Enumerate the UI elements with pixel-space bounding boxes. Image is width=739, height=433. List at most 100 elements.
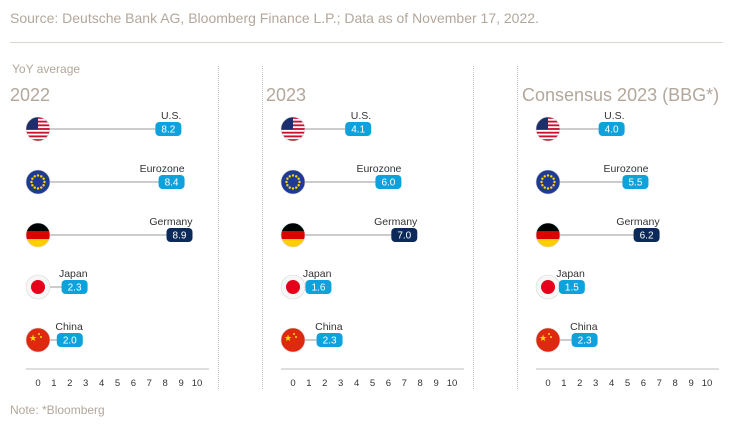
x-tick-label: 5 [625,378,630,389]
value-bubble [571,333,598,347]
x-tick-label: 1 [561,378,566,389]
category-label: China [570,321,598,333]
chart-panel-1: 0 1 2 3 4 5 6 7 8 9 10 U.S. 4.1 Eurozone 6.0 Germany 7.0… [280,110,464,389]
svg-text:★: ★ [539,334,547,344]
x-tick-label: 6 [386,378,391,389]
cn-flag-icon: ★ [281,328,305,352]
data-label: 1.5 [565,283,579,294]
value-bubble [622,175,649,189]
data-label: 8.9 [173,231,187,242]
category-label: Eurozone [603,163,648,175]
value-bubble [61,280,88,294]
row-us: U.S. 8.2 [25,110,182,142]
x-tick-label: 3 [338,378,343,389]
x-tick-label: 6 [131,378,136,389]
data-label: 4.0 [605,125,619,136]
x-tick-label: 4 [609,378,614,389]
category-label: U.S. [351,110,371,122]
data-label: 8.4 [165,178,179,189]
x-tick-label: 9 [688,378,693,389]
x-tick-label: 2 [577,378,582,389]
x-tick-label: 3 [593,378,598,389]
data-label: 2.3 [323,336,337,347]
eu-flag-icon [26,170,50,194]
x-tick-label: 8 [163,378,168,389]
svg-text:★: ★ [29,334,37,344]
de-flag-icon [536,223,560,247]
category-label: Germany [616,216,660,228]
row-eu: Eurozone 5.5 [535,163,649,195]
eu-flag-icon [536,170,560,194]
x-tick-label: 4 [354,378,359,389]
category-label: U.S. [604,110,624,122]
value-bubble [56,333,83,347]
value-bubble [558,280,585,294]
value-bubble [345,122,372,136]
category-label: Eurozone [356,163,401,175]
data-label: 2.3 [68,283,82,294]
value-bubble [155,122,182,136]
x-tick-label: 7 [657,378,662,389]
panel-separator [473,66,474,389]
eu-flag-icon [281,170,305,194]
category-label: Japan [556,268,585,280]
de-flag-icon [26,223,50,247]
x-tick-label: 7 [402,378,407,389]
x-tick-label: 3 [83,378,88,389]
chart-panel-0: 0 1 2 3 4 5 6 7 8 9 10 U.S. 8.2 Eurozone 8.4 Germany 8.9… [25,110,209,389]
row-de: Germany 7.0 [280,216,418,248]
category-label: U.S. [161,110,181,122]
x-tick-label: 8 [673,378,678,389]
value-bubble [375,175,402,189]
panel-title-2023: 2023 [266,85,307,105]
footnote: Note: *Bloomberg [10,403,105,417]
panel-separator [262,66,263,389]
us-flag-icon [536,117,560,141]
value-bubble [158,175,185,189]
de-flag-icon [281,223,305,247]
chart-panel-2: 0 1 2 3 4 5 6 7 8 9 10 U.S. 4.0 Eurozone 5.5 Germany 6.2… [535,110,719,389]
row-cn: ★ China 2.3 [535,321,598,353]
x-tick-label: 10 [192,378,203,389]
x-tick-label: 0 [545,378,550,389]
row-jp: Japan 1.6 [280,268,332,300]
data-label: 2.0 [63,336,77,347]
x-tick-label: 10 [447,378,458,389]
x-tick-label: 4 [99,378,104,389]
x-tick-label: 9 [433,378,438,389]
x-tick-label: 1 [306,378,311,389]
value-bubble [598,122,625,136]
panel-separator [517,66,518,389]
row-us: U.S. 4.1 [280,110,372,142]
row-eu: Eurozone 6.0 [280,163,402,195]
row-cn: ★ China 2.3 [280,321,343,353]
svg-text:★: ★ [284,334,292,344]
data-label: 7.0 [397,231,411,242]
row-de: Germany 8.9 [25,216,193,248]
source-text: Source: Deutsche Bank AG, Bloomberg Fina… [10,10,539,26]
x-tick-label: 8 [418,378,423,389]
cn-flag-icon: ★ [26,328,50,352]
jp-flag-icon [26,275,50,299]
x-tick-label: 9 [178,378,183,389]
data-label: 8.2 [161,125,175,136]
value-bubble [305,280,332,294]
value-bubble [166,228,193,242]
category-label: China [315,321,343,333]
value-bubble [316,333,343,347]
value-bubble [633,228,660,242]
us-flag-icon [26,117,50,141]
yoy-average-label: YoY average [12,62,81,76]
x-tick-label: 1 [51,378,56,389]
category-label: Germany [149,216,193,228]
panel-title-consensus: Consensus 2023 (BBG*) [522,85,720,105]
data-label: 5.5 [628,178,642,189]
data-label: 2.3 [578,336,592,347]
panel-separator [218,66,219,389]
row-jp: Japan 1.5 [535,268,585,300]
x-tick-label: 0 [35,378,40,389]
jp-flag-icon [536,275,560,299]
jp-flag-icon [281,275,305,299]
category-label: Eurozone [140,163,185,175]
